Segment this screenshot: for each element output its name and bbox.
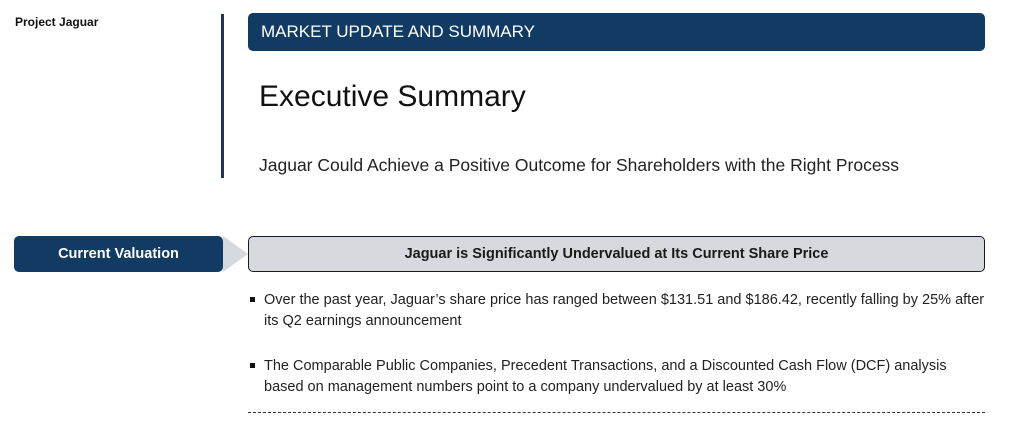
bullet-item: Over the past year, Jaguar’s share price… [248,290,985,332]
pointer-arrow-icon [223,236,248,272]
project-label: Project Jaguar [15,15,99,29]
section-tag: Current Valuation [14,236,223,272]
bullet-item: The Comparable Public Companies, Precede… [248,356,985,398]
vertical-divider [221,14,224,178]
dashed-divider [248,412,985,413]
square-bullet-icon [250,297,255,302]
section-headline: Jaguar is Significantly Undervalued at I… [248,236,985,272]
bullet-text: Over the past year, Jaguar’s share price… [264,292,985,329]
section-banner: MARKET UPDATE AND SUMMARY [248,13,985,51]
page-subtitle: Jaguar Could Achieve a Positive Outcome … [259,155,900,175]
page-title: Executive Summary [259,80,526,113]
bullet-list: Over the past year, Jaguar’s share price… [248,290,985,422]
square-bullet-icon [250,363,255,368]
bullet-text: The Comparable Public Companies, Precede… [264,358,947,395]
